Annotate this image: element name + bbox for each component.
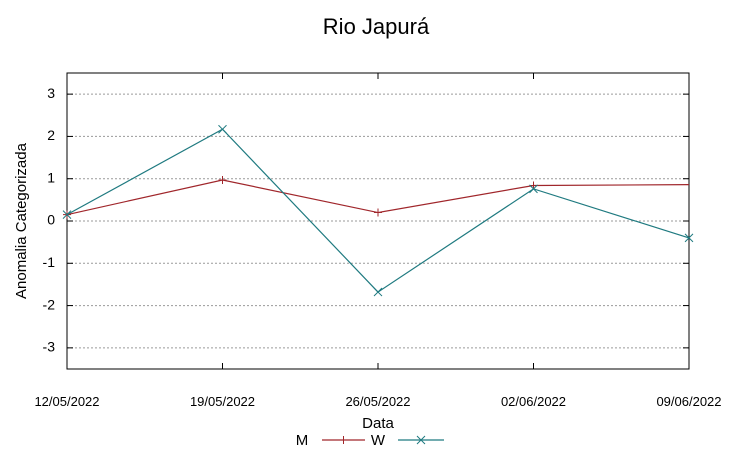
series-point-m (529, 181, 538, 190)
y-tick-label: 1 (47, 169, 55, 185)
x-tick-label: 09/06/2022 (656, 394, 721, 409)
x-tick-label: 12/05/2022 (34, 394, 99, 409)
y-axis-label: Anomalia Categorizada (13, 142, 30, 299)
legend-label-m: M (296, 432, 309, 449)
series-point-w (684, 233, 694, 243)
x-tick-label: 02/06/2022 (501, 394, 566, 409)
y-tick-label: 0 (47, 212, 55, 228)
chart-title: Rio Japurá (322, 14, 430, 39)
series-point-m (374, 208, 382, 217)
series-point-m (218, 175, 227, 184)
x-axis-label: Data (362, 415, 394, 432)
y-tick-label: -3 (43, 339, 56, 355)
legend-label-w: W (371, 432, 386, 449)
series-point-w (218, 124, 227, 134)
x-tick-label: 26/05/2022 (345, 394, 410, 409)
y-tick-label: 3 (47, 85, 55, 101)
legend-marker-w (416, 435, 426, 445)
legend-marker-m (339, 436, 348, 444)
series-point-w (373, 287, 383, 297)
y-tick-label: -1 (43, 254, 56, 270)
y-tick-label: -2 (43, 296, 56, 312)
series-point-w (529, 184, 538, 194)
x-tick-label: 19/05/2022 (190, 394, 255, 409)
y-tick-label: 2 (47, 127, 55, 143)
series-point-w (62, 210, 72, 220)
